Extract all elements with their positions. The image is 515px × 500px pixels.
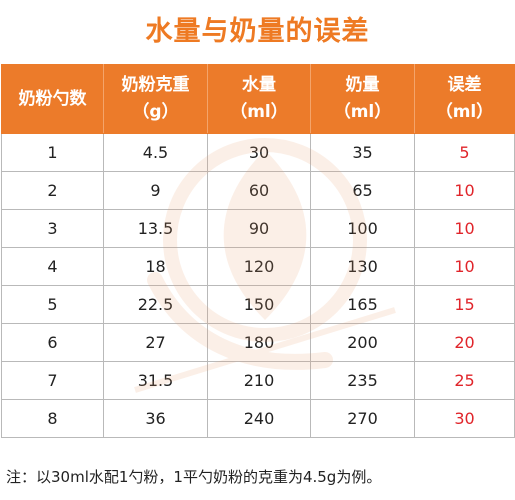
header-label: 误差 (447, 75, 482, 95)
cell-powder-weight: 36 (103, 399, 208, 438)
header-water: 水量 （ml） (207, 64, 311, 134)
cell-scoops: 6 (1, 323, 104, 362)
table-row: 2 9 60 65 10 (1, 171, 515, 210)
cell-powder-weight: 31.5 (103, 361, 208, 400)
cell-water: 180 (207, 323, 311, 362)
table-row: 6 27 180 200 20 (1, 323, 515, 362)
cell-scoops: 5 (1, 285, 104, 324)
cell-milk: 35 (310, 133, 415, 172)
cell-powder-weight: 18 (103, 247, 208, 286)
cell-water: 210 (207, 361, 311, 400)
cell-water: 90 (207, 209, 311, 248)
table-header: 奶粉勺数 奶粉克重 （g） 水量 （ml） 奶量 （ml） 误差 （ml） (1, 64, 515, 134)
cell-scoops: 3 (1, 209, 104, 248)
cell-powder-weight: 13.5 (103, 209, 208, 248)
footnote: 注：以30ml水配1勺粉，1平勺奶粉的克重为4.5g为例。 (6, 468, 382, 486)
cell-milk: 100 (310, 209, 415, 248)
table-row: 7 31.5 210 235 25 (1, 361, 515, 400)
table-body: 1 4.5 30 35 5 2 9 60 65 10 3 13.5 90 100… (1, 133, 515, 438)
cell-error: 10 (414, 247, 515, 286)
header-unit: （ml） (435, 102, 494, 122)
cell-powder-weight: 4.5 (103, 133, 208, 172)
header-unit: （g） (132, 102, 179, 122)
cell-milk: 65 (310, 171, 415, 210)
page-title: 水量与奶量的误差 (145, 16, 370, 47)
milk-water-table: 奶粉勺数 奶粉克重 （g） 水量 （ml） 奶量 （ml） 误差 （ml） 1 … (1, 64, 515, 438)
table-row: 3 13.5 90 100 10 (1, 209, 515, 248)
header-error: 误差 （ml） (414, 64, 515, 134)
cell-error: 20 (414, 323, 515, 362)
cell-milk: 270 (310, 399, 415, 438)
header-label: 奶粉克重 (121, 75, 190, 95)
table-row: 8 36 240 270 30 (1, 399, 515, 438)
table-row: 5 22.5 150 165 15 (1, 285, 515, 324)
cell-scoops: 8 (1, 399, 104, 438)
cell-milk: 200 (310, 323, 415, 362)
cell-powder-weight: 9 (103, 171, 208, 210)
cell-milk: 165 (310, 285, 415, 324)
cell-error: 15 (414, 285, 515, 324)
cell-water: 240 (207, 399, 311, 438)
cell-scoops: 4 (1, 247, 104, 286)
cell-scoops: 1 (1, 133, 104, 172)
header-row: 奶粉勺数 奶粉克重 （g） 水量 （ml） 奶量 （ml） 误差 （ml） (1, 64, 515, 134)
cell-error: 10 (414, 171, 515, 210)
cell-milk: 235 (310, 361, 415, 400)
cell-scoops: 2 (1, 171, 104, 210)
header-unit: （ml） (230, 102, 288, 122)
cell-powder-weight: 27 (103, 323, 208, 362)
header-unit: （ml） (333, 102, 392, 122)
cell-scoops: 7 (1, 361, 104, 400)
header-milk: 奶量 （ml） (310, 64, 415, 134)
table-row: 1 4.5 30 35 5 (1, 133, 515, 172)
cell-water: 60 (207, 171, 311, 210)
header-label: 水量 (242, 75, 276, 95)
cell-water: 150 (207, 285, 311, 324)
cell-milk: 130 (310, 247, 415, 286)
header-scoops: 奶粉勺数 (1, 64, 104, 134)
cell-water: 120 (207, 247, 311, 286)
header-label: 奶粉勺数 (18, 88, 87, 109)
cell-water: 30 (207, 133, 311, 172)
header-label: 奶量 (345, 75, 380, 95)
cell-error: 5 (414, 133, 515, 172)
cell-error: 30 (414, 399, 515, 438)
cell-powder-weight: 22.5 (103, 285, 208, 324)
header-powder-weight: 奶粉克重 （g） (103, 64, 208, 134)
table-row: 4 18 120 130 10 (1, 247, 515, 286)
cell-error: 25 (414, 361, 515, 400)
cell-error: 10 (414, 209, 515, 248)
